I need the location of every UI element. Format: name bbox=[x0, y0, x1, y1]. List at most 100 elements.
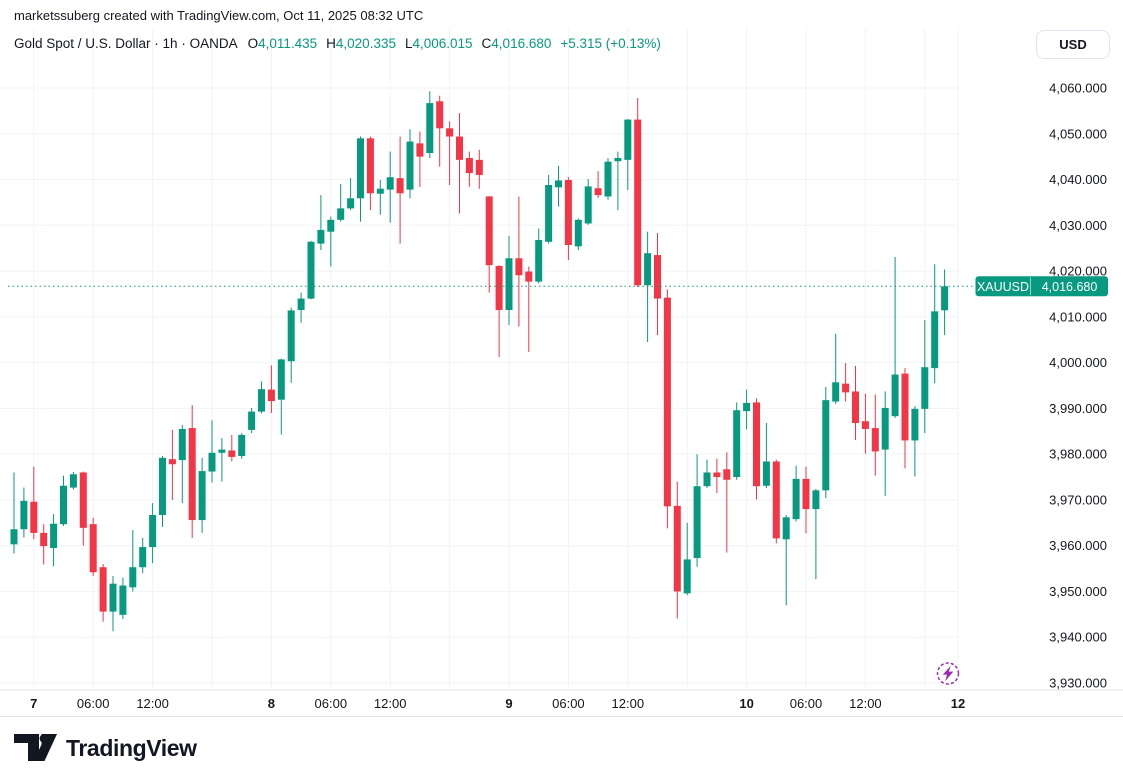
candle-body bbox=[713, 472, 721, 478]
candle-body bbox=[703, 472, 711, 487]
symbol-title: Gold Spot / U.S. Dollar · 1h · OANDA bbox=[14, 36, 238, 51]
candle-body bbox=[436, 101, 444, 129]
candle-wick bbox=[498, 265, 500, 358]
candle-body bbox=[683, 559, 691, 594]
candle-wick bbox=[340, 184, 342, 222]
candle-wick bbox=[270, 365, 272, 413]
close-number: 4,016.680 bbox=[491, 36, 552, 51]
candle-body bbox=[931, 311, 939, 369]
x-axis-label: 12:00 bbox=[136, 696, 169, 711]
candle-body bbox=[594, 188, 602, 196]
candle-body bbox=[485, 196, 493, 266]
tradingview-logo-text: TradingView bbox=[66, 734, 197, 761]
candle-body bbox=[366, 138, 374, 194]
lightning-bolt-icon bbox=[942, 665, 954, 682]
candle-wick bbox=[835, 333, 837, 404]
candle-wick bbox=[211, 420, 213, 483]
candle-body bbox=[584, 186, 592, 224]
candle-body bbox=[802, 478, 810, 510]
candle-body bbox=[772, 461, 780, 539]
candle-body bbox=[555, 180, 562, 188]
candle-wick bbox=[419, 131, 421, 187]
x-axis-label: 12:00 bbox=[374, 696, 407, 711]
y-axis-label: 3,960.000 bbox=[1049, 538, 1107, 553]
candle-body bbox=[812, 490, 820, 510]
close-label: C bbox=[481, 36, 492, 51]
y-axis-label: 4,040.000 bbox=[1049, 172, 1107, 187]
candle-body bbox=[287, 310, 295, 362]
candle-body bbox=[792, 478, 800, 520]
candle-body bbox=[386, 177, 394, 190]
candle-body bbox=[921, 367, 929, 409]
candle-body bbox=[69, 474, 77, 488]
candle-body bbox=[99, 567, 107, 612]
price-tag-symbol: XAUUSD bbox=[977, 280, 1029, 294]
y-axis-label: 4,050.000 bbox=[1049, 126, 1107, 141]
candle-wick bbox=[221, 438, 223, 482]
candle-body bbox=[604, 161, 612, 197]
low-label: L bbox=[404, 36, 413, 51]
candle-body bbox=[515, 258, 523, 276]
candle-body bbox=[139, 547, 147, 568]
x-axis-label: 06:00 bbox=[790, 696, 823, 711]
candle-wick bbox=[330, 216, 332, 267]
price-tag[interactable]: XAUUSD 4,016.680 bbox=[975, 276, 1109, 297]
x-axis-label: 8 bbox=[268, 696, 275, 711]
candle-body bbox=[614, 158, 622, 162]
y-axis-label: 4,060.000 bbox=[1049, 81, 1107, 96]
candle-body bbox=[871, 428, 879, 452]
candle-wick bbox=[171, 429, 173, 500]
candle-body bbox=[822, 400, 830, 491]
candle-body bbox=[505, 258, 513, 310]
symbol-header[interactable]: Gold Spot / U.S. Dollar · 1h · OANDA O4,… bbox=[14, 36, 661, 51]
y-axis-label: 3,940.000 bbox=[1049, 630, 1107, 645]
candle-wick bbox=[132, 530, 134, 592]
candle-body bbox=[693, 486, 701, 559]
x-axis-label: 10 bbox=[739, 696, 753, 711]
ohlc-values: O4,011.435 H4,020.335 L4,006.015 C4,016.… bbox=[248, 36, 552, 51]
open-number: 4,011.435 bbox=[258, 36, 318, 51]
low-value: L4,006.015 bbox=[405, 36, 473, 51]
x-axis-label: 9 bbox=[505, 696, 512, 711]
candle-body bbox=[307, 241, 315, 299]
candle-body bbox=[376, 188, 384, 194]
candle-body bbox=[178, 428, 186, 461]
candle-body bbox=[446, 128, 454, 137]
candle-body bbox=[238, 434, 246, 456]
x-axis-label: 06:00 bbox=[77, 696, 110, 711]
candle-body bbox=[743, 402, 751, 412]
flash-marker[interactable] bbox=[936, 662, 960, 685]
candle-body bbox=[465, 158, 473, 174]
candle-body bbox=[574, 219, 582, 247]
candle-body bbox=[297, 298, 305, 310]
candle-body bbox=[396, 178, 404, 194]
price-axis[interactable] bbox=[965, 28, 1123, 690]
candle-body bbox=[416, 143, 424, 157]
candle-body bbox=[119, 585, 127, 615]
price-tag-price: 4,016.680 bbox=[1042, 280, 1098, 294]
candle-body bbox=[941, 286, 949, 311]
candle-wick bbox=[617, 151, 619, 211]
candle-body bbox=[881, 407, 889, 450]
candle-wick bbox=[449, 121, 451, 186]
time-axis[interactable] bbox=[0, 690, 1123, 716]
y-axis-label: 4,000.000 bbox=[1049, 355, 1107, 370]
candle-body bbox=[267, 389, 275, 402]
candle-body bbox=[753, 402, 760, 487]
candle-body bbox=[644, 253, 652, 286]
candle-body bbox=[208, 452, 216, 472]
price-change: +5.315 (+0.13%) bbox=[560, 36, 661, 51]
candle-body bbox=[129, 567, 137, 588]
tradingview-logo[interactable]: TradingView bbox=[14, 734, 197, 762]
candle-body bbox=[495, 266, 503, 310]
candle-body bbox=[654, 255, 661, 299]
chart-pane[interactable] bbox=[0, 28, 958, 690]
candle-body bbox=[861, 421, 869, 429]
close-value: C4,016.680 bbox=[482, 36, 552, 51]
high-value: H4,020.335 bbox=[326, 36, 396, 51]
x-axis-label: 12 bbox=[951, 696, 965, 711]
currency-button[interactable]: USD bbox=[1036, 30, 1110, 59]
candle-body bbox=[663, 297, 671, 507]
